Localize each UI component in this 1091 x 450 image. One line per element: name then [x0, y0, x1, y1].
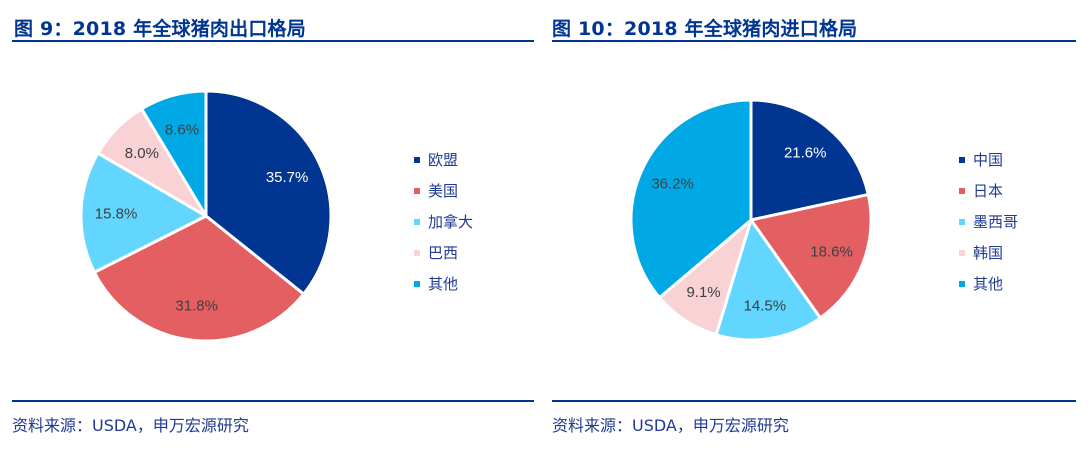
- data-label: 31.8%: [175, 298, 218, 315]
- data-label: 8.0%: [125, 145, 159, 162]
- import-pie-chart: 21.6% 18.6% 14.5% 9.1% 36.2%: [629, 98, 873, 342]
- legend-swatch: [959, 249, 965, 256]
- export-pie-chart: 35.7% 31.8% 15.8% 8.0% 8.6%: [79, 89, 333, 343]
- data-label: 9.1%: [686, 284, 720, 301]
- legend-item: 日本: [959, 175, 1018, 206]
- chart-title: 图 10：2018 年全球猪肉进口格局: [552, 18, 858, 40]
- source-note: 资料来源：USDA，申万宏源研究: [12, 416, 249, 435]
- chart-title: 图 9：2018 年全球猪肉出口格局: [14, 18, 306, 40]
- legend-label: 日本: [973, 182, 1004, 200]
- data-label: 36.2%: [651, 176, 694, 193]
- data-label: 21.6%: [784, 145, 827, 162]
- legend-swatch: [959, 187, 965, 194]
- legend-swatch: [414, 156, 420, 163]
- pie-slice-0: [204, 89, 333, 296]
- import-legend: 中国 日本 墨西哥 韩国 其他: [959, 144, 1018, 299]
- legend-item: 墨西哥: [959, 206, 1018, 237]
- legend-swatch: [414, 187, 420, 194]
- legend-label: 美国: [428, 182, 459, 200]
- pie-slice-4: [629, 98, 753, 300]
- legend-swatch: [959, 280, 965, 287]
- legend-swatch: [959, 218, 965, 225]
- legend-label: 其他: [973, 275, 1004, 293]
- pie-slice-2: [79, 151, 208, 274]
- legend-item: 欧盟: [414, 144, 473, 175]
- legend-swatch: [959, 156, 965, 163]
- source-rule: [552, 400, 1076, 402]
- legend-label: 其他: [428, 275, 459, 293]
- legend-label: 中国: [973, 151, 1004, 169]
- legend-swatch: [414, 249, 420, 256]
- legend-label: 欧盟: [428, 151, 459, 169]
- legend-item: 巴西: [414, 237, 473, 268]
- pie-slice-4: [140, 89, 208, 218]
- import-chart-panel: 图 10：2018 年全球猪肉进口格局 21.6% 18.6% 14.5% 9.1% 3…: [545, 0, 1091, 450]
- legend-label: 墨西哥: [973, 213, 1019, 231]
- title-rule: [12, 40, 534, 42]
- legend-item: 韩国: [959, 237, 1018, 268]
- legend-item: 其他: [414, 268, 473, 299]
- data-label: 15.8%: [95, 205, 138, 222]
- legend-item: 其他: [959, 268, 1018, 299]
- legend-swatch: [414, 218, 420, 225]
- legend-label: 韩国: [973, 244, 1004, 262]
- legend-swatch: [414, 280, 420, 287]
- data-label: 14.5%: [744, 297, 787, 314]
- data-label: 35.7%: [266, 169, 309, 186]
- export-legend: 欧盟 美国 加拿大 巴西 其他: [414, 144, 473, 299]
- legend-label: 巴西: [428, 244, 459, 262]
- source-note: 资料来源：USDA，申万宏源研究: [552, 416, 789, 435]
- data-label: 18.6%: [810, 243, 853, 260]
- export-chart-panel: 图 9：2018 年全球猪肉出口格局 35.7% 31.8% 15.8% 8.0% 8.…: [0, 0, 545, 450]
- legend-item: 中国: [959, 144, 1018, 175]
- pie-slice-1: [749, 193, 873, 320]
- legend-label: 加拿大: [428, 213, 474, 231]
- data-label: 8.6%: [165, 121, 199, 138]
- legend-item: 加拿大: [414, 206, 473, 237]
- title-rule: [552, 40, 1076, 42]
- pie-slice-0: [749, 98, 870, 222]
- source-rule: [12, 400, 534, 402]
- legend-item: 美国: [414, 175, 473, 206]
